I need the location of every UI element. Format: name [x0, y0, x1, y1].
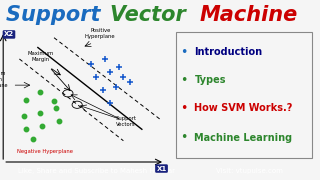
Text: How SVM Works.?: How SVM Works.? [195, 103, 293, 113]
Text: Types: Types [195, 75, 226, 85]
Text: Vector: Vector [110, 5, 193, 25]
Text: •: • [180, 46, 187, 58]
Text: Positive
Hyperplane: Positive Hyperplane [85, 28, 116, 39]
Text: •: • [180, 102, 187, 115]
Text: Maximum
Margin
Hyperplane: Maximum Margin Hyperplane [0, 71, 8, 88]
Text: Support: Support [6, 5, 108, 25]
Text: •: • [180, 131, 187, 144]
Text: X2: X2 [4, 31, 14, 37]
Text: Introduction: Introduction [195, 47, 263, 57]
FancyBboxPatch shape [176, 32, 312, 158]
Text: Negative Hyperplane: Negative Hyperplane [17, 149, 73, 154]
Text: •: • [180, 74, 187, 87]
Text: Like, Share and Subscribe to Mahesh Huddar: Like, Share and Subscribe to Mahesh Hudd… [18, 168, 174, 174]
Text: Visit: vtupulse.com: Visit: vtupulse.com [216, 168, 283, 174]
Text: Machine: Machine [200, 5, 298, 25]
Text: Maximum
Margin: Maximum Margin [27, 51, 53, 62]
Text: Machine Learning: Machine Learning [195, 133, 292, 143]
Text: X1: X1 [156, 166, 167, 172]
Text: Support
Vectors: Support Vectors [115, 116, 136, 127]
